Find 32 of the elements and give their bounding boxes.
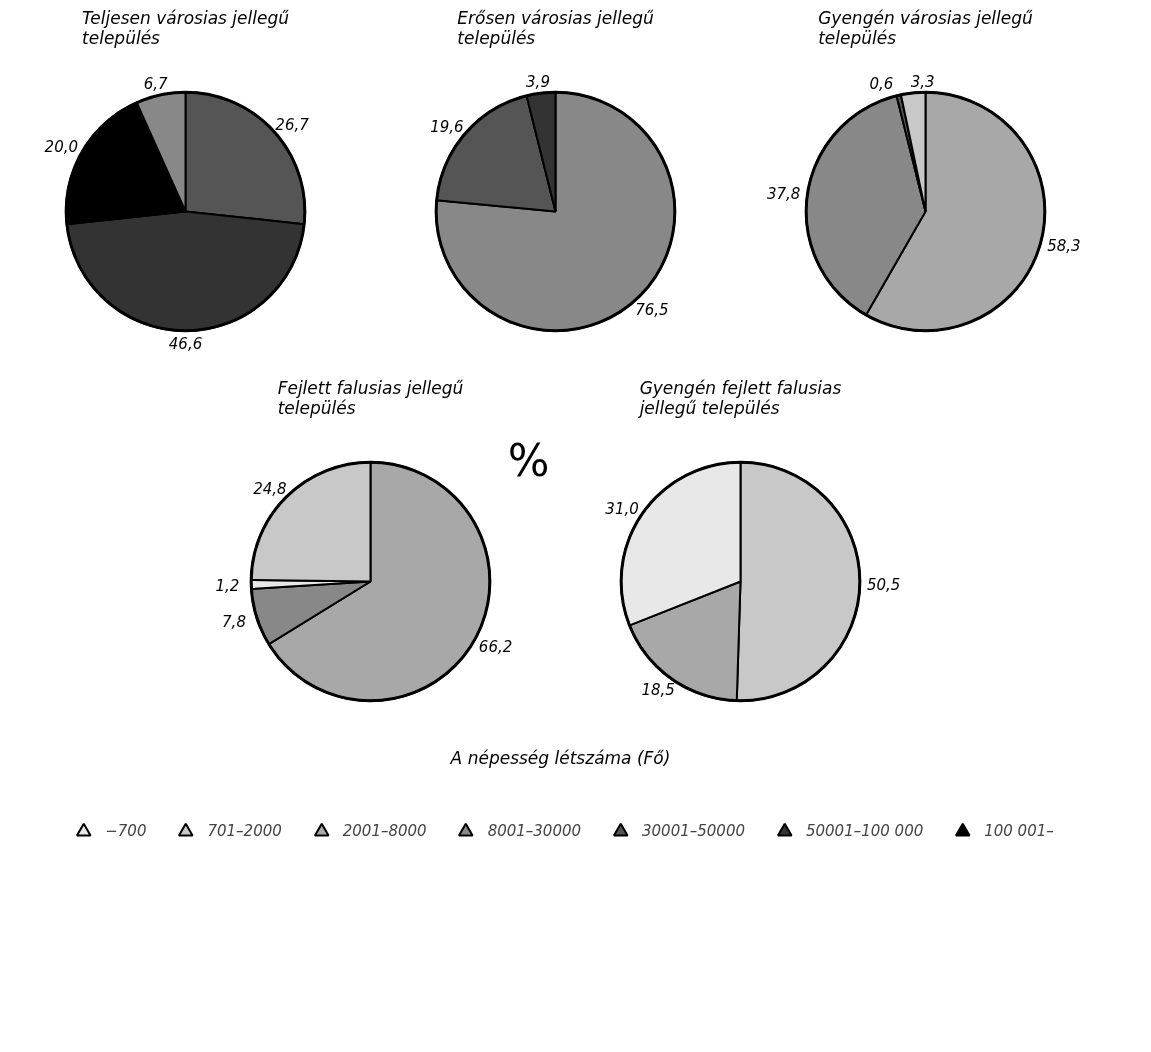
category-label: 701–2000 (207, 822, 282, 840)
data-label: 76,5 (635, 300, 669, 319)
chart-title: Erősen városias jellegű település (457, 7, 654, 48)
category-label: 2001–8000 (342, 822, 427, 840)
data-label: 46,6 (168, 335, 203, 354)
category-label: 100 001– (984, 822, 1054, 840)
data-label: 66,2 (478, 637, 513, 656)
chart-title: Gyengén fejlett falusias jellegű település (637, 377, 842, 418)
data-label: 24,8 (253, 479, 287, 498)
chart-title: Fejlett falusias jellegű település (277, 377, 464, 418)
data-label: 3,3 (910, 72, 935, 91)
data-label: 3,9 (526, 72, 550, 91)
category-label: 30001–50000 (642, 822, 745, 840)
data-label: 31,0 (605, 499, 639, 518)
data-label: 1,2 (215, 576, 240, 595)
data-label: 6,7 (143, 74, 168, 93)
chart-title: Gyengén városias jellegű település (818, 7, 1034, 48)
data-label: 18,5 (641, 681, 675, 700)
data-label: 26,7 (275, 115, 310, 134)
data-label: 37,8 (766, 185, 801, 204)
data-label: 7,8 (222, 613, 246, 632)
chart-title: Teljesen városias jellegű település (82, 7, 290, 48)
text: % (507, 435, 550, 487)
data-label: 58,3 (1047, 237, 1081, 256)
category-label: −700 (105, 822, 147, 840)
category-label: 8001–30000 (487, 822, 582, 840)
data-label: 50,5 (867, 575, 901, 594)
category-label: 50001–100 000 (805, 822, 924, 840)
text: A népesség létszáma (Fő) (449, 747, 671, 768)
data-label: 0,6 (869, 75, 894, 94)
data-label: 20,0 (44, 137, 79, 156)
data-label: 19,6 (430, 117, 464, 136)
